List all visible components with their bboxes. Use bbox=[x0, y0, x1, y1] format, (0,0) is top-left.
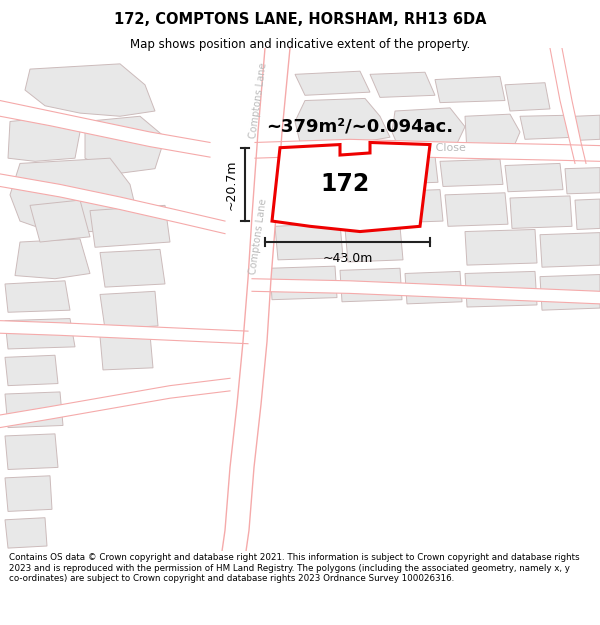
Polygon shape bbox=[295, 71, 370, 95]
Text: Comptons Lane: Comptons Lane bbox=[248, 198, 268, 275]
Polygon shape bbox=[30, 200, 90, 242]
Polygon shape bbox=[222, 48, 290, 551]
Polygon shape bbox=[380, 189, 443, 223]
Polygon shape bbox=[8, 116, 80, 161]
Polygon shape bbox=[540, 232, 600, 268]
Polygon shape bbox=[270, 266, 337, 299]
Text: ~20.7m: ~20.7m bbox=[224, 159, 238, 209]
Polygon shape bbox=[255, 139, 600, 161]
Polygon shape bbox=[25, 64, 155, 116]
Text: ~43.0m: ~43.0m bbox=[322, 253, 373, 265]
Polygon shape bbox=[5, 319, 75, 349]
Polygon shape bbox=[252, 279, 600, 304]
Polygon shape bbox=[435, 76, 505, 102]
Polygon shape bbox=[0, 321, 248, 344]
Polygon shape bbox=[550, 48, 586, 163]
Polygon shape bbox=[465, 271, 537, 307]
Polygon shape bbox=[100, 334, 153, 370]
Polygon shape bbox=[5, 355, 58, 386]
Polygon shape bbox=[370, 72, 435, 98]
Polygon shape bbox=[340, 268, 402, 302]
Polygon shape bbox=[520, 115, 575, 139]
Text: Map shows position and indicative extent of the property.: Map shows position and indicative extent… bbox=[130, 38, 470, 51]
Polygon shape bbox=[445, 192, 508, 226]
Polygon shape bbox=[345, 226, 403, 262]
Polygon shape bbox=[5, 518, 47, 548]
Text: Comptons Lane: Comptons Lane bbox=[248, 62, 268, 139]
Polygon shape bbox=[295, 98, 390, 142]
Polygon shape bbox=[465, 229, 537, 265]
Polygon shape bbox=[392, 108, 465, 151]
Polygon shape bbox=[5, 476, 52, 511]
Polygon shape bbox=[510, 196, 572, 228]
Polygon shape bbox=[310, 188, 378, 220]
Polygon shape bbox=[405, 271, 462, 304]
Polygon shape bbox=[5, 434, 58, 469]
Text: 172, COMPTONS LANE, HORSHAM, RH13 6DA: 172, COMPTONS LANE, HORSHAM, RH13 6DA bbox=[114, 12, 486, 27]
Polygon shape bbox=[465, 114, 520, 153]
Polygon shape bbox=[15, 239, 90, 279]
Polygon shape bbox=[540, 274, 600, 310]
Text: Contains OS data © Crown copyright and database right 2021. This information is : Contains OS data © Crown copyright and d… bbox=[9, 554, 580, 583]
Polygon shape bbox=[505, 163, 563, 192]
Polygon shape bbox=[440, 159, 503, 186]
Polygon shape bbox=[100, 291, 158, 329]
Polygon shape bbox=[5, 281, 70, 312]
Polygon shape bbox=[375, 156, 438, 184]
Polygon shape bbox=[5, 392, 63, 428]
Polygon shape bbox=[575, 115, 600, 141]
Text: Earlswood Close: Earlswood Close bbox=[374, 142, 466, 152]
Polygon shape bbox=[10, 158, 140, 231]
Polygon shape bbox=[85, 116, 165, 174]
Polygon shape bbox=[0, 174, 225, 234]
Polygon shape bbox=[505, 82, 550, 111]
Polygon shape bbox=[275, 223, 343, 260]
Polygon shape bbox=[565, 168, 600, 194]
Polygon shape bbox=[310, 151, 375, 181]
Polygon shape bbox=[100, 249, 165, 287]
Text: 172: 172 bbox=[320, 173, 370, 196]
Polygon shape bbox=[0, 101, 210, 157]
Polygon shape bbox=[272, 142, 430, 231]
Polygon shape bbox=[0, 378, 230, 428]
Polygon shape bbox=[90, 206, 170, 248]
Text: ~379m²/~0.094ac.: ~379m²/~0.094ac. bbox=[266, 118, 454, 136]
Polygon shape bbox=[575, 199, 600, 229]
